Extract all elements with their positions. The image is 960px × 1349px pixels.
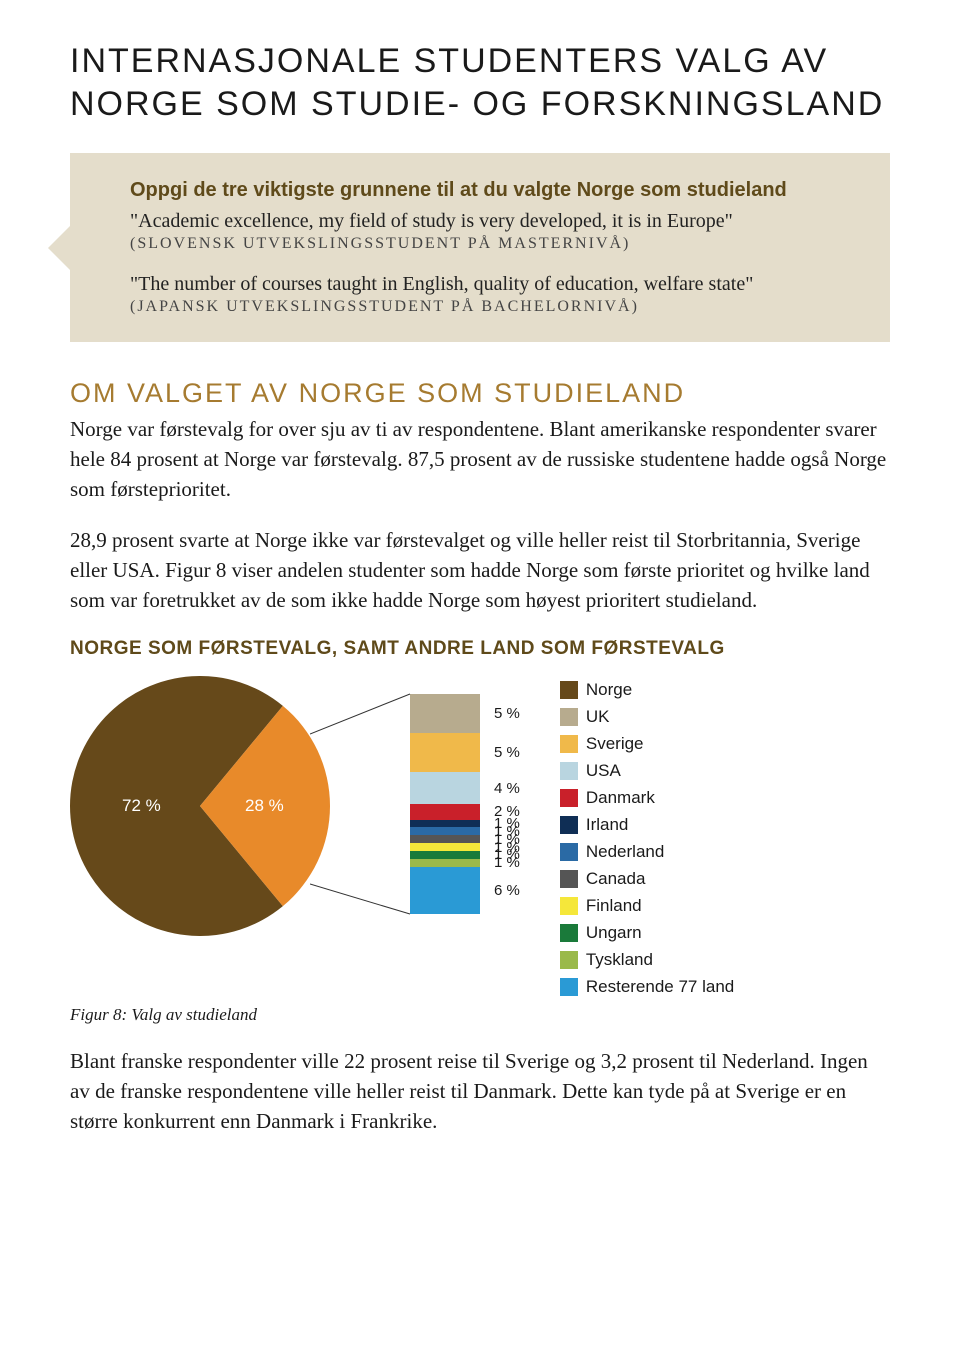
- legend-item: Canada: [560, 869, 734, 889]
- section-heading: OM VALGET AV NORGE SOM STUDIELAND: [70, 378, 890, 409]
- stacked-bar-labels: 5 %5 %4 %2 %1 %1 %1 %1 %1 %1 %6 %: [494, 694, 520, 914]
- legend-label: Finland: [586, 896, 642, 916]
- stack-segment-label: 5 %: [494, 733, 520, 772]
- legend-label: Ungarn: [586, 923, 642, 943]
- legend-item: Norge: [560, 680, 734, 700]
- quote1-text: "Academic excellence, my field of study …: [130, 208, 856, 235]
- legend-item: Sverige: [560, 734, 734, 754]
- legend-swatch: [560, 816, 578, 834]
- stack-segment: [410, 867, 480, 914]
- pie-label-72: 72 %: [122, 796, 161, 816]
- stacked-bar: [410, 694, 480, 914]
- stack-segment: [410, 851, 480, 859]
- legend-swatch: [560, 789, 578, 807]
- breakdown-column: 5 %5 %4 %2 %1 %1 %1 %1 %1 %1 %6 %: [410, 676, 520, 914]
- legend-label: Nederland: [586, 842, 664, 862]
- body-para-2: 28,9 prosent svarte at Norge ikke var fø…: [70, 526, 890, 615]
- legend-swatch: [560, 735, 578, 753]
- stack-segment: [410, 859, 480, 867]
- stack-segment-label: 4 %: [494, 772, 520, 803]
- stack-segment: [410, 843, 480, 851]
- chart-area: 72 % 28 % 5 %5 %4 %2 %1 %1 %1 %1 %1 %1 %…: [70, 676, 890, 997]
- legend-item: Nederland: [560, 842, 734, 862]
- legend-item: Resterende 77 land: [560, 977, 734, 997]
- legend-swatch: [560, 951, 578, 969]
- stack-segment: [410, 827, 480, 835]
- stack-segment-label: 1 %: [494, 859, 520, 867]
- legend-swatch: [560, 681, 578, 699]
- stack-segment: [410, 820, 480, 828]
- legend-item: Ungarn: [560, 923, 734, 943]
- legend-item: Tyskland: [560, 950, 734, 970]
- figure-caption: Figur 8: Valg av studieland: [70, 1005, 890, 1025]
- stack-segment-label: 6 %: [494, 867, 520, 914]
- quote2-text: "The number of courses taught in English…: [130, 271, 856, 298]
- quote-prompt: Oppgi de tre viktigste grunnene til at d…: [130, 179, 856, 202]
- quote-box: Oppgi de tre viktigste grunnene til at d…: [70, 153, 890, 342]
- legend: Norge UK Sverige USA Danmark Irland Nederland C…: [560, 676, 734, 997]
- stack-segment-label: 5 %: [494, 694, 520, 733]
- stack-segment: [410, 694, 480, 733]
- legend-swatch: [560, 708, 578, 726]
- legend-item: USA: [560, 761, 734, 781]
- legend-swatch: [560, 897, 578, 915]
- legend-label: Irland: [586, 815, 629, 835]
- pie-chart: 72 % 28 %: [70, 676, 330, 936]
- legend-swatch: [560, 924, 578, 942]
- body-para-1: Norge var førstevalg for over sju av ti …: [70, 415, 890, 504]
- legend-swatch: [560, 870, 578, 888]
- stack-segment: [410, 733, 480, 772]
- closing-para: Blant franske respondenter ville 22 pros…: [70, 1047, 890, 1136]
- pie-label-28: 28 %: [245, 796, 284, 816]
- legend-label: Norge: [586, 680, 632, 700]
- quote1-attr: (SLOVENSK UTVEKSLINGSSTUDENT PÅ MASTERNI…: [130, 235, 856, 253]
- legend-item: Finland: [560, 896, 734, 916]
- legend-item: UK: [560, 707, 734, 727]
- stack-segment: [410, 772, 480, 803]
- chart-heading: NORGE SOM FØRSTEVALG, SAMT ANDRE LAND SO…: [70, 638, 890, 660]
- legend-swatch: [560, 762, 578, 780]
- page-title: INTERNASJONALE STUDENTERS VALG AV NORGE …: [70, 40, 890, 125]
- legend-swatch: [560, 843, 578, 861]
- legend-label: Sverige: [586, 734, 644, 754]
- legend-label: Resterende 77 land: [586, 977, 734, 997]
- quote2-attr: (JAPANSK UTVEKSLINGSSTUDENT PÅ BACHELORN…: [130, 298, 856, 316]
- stack-segment: [410, 804, 480, 820]
- legend-item: Danmark: [560, 788, 734, 808]
- legend-label: UK: [586, 707, 610, 727]
- legend-label: USA: [586, 761, 621, 781]
- legend-label: Danmark: [586, 788, 655, 808]
- legend-item: Irland: [560, 815, 734, 835]
- legend-label: Canada: [586, 869, 646, 889]
- legend-label: Tyskland: [586, 950, 653, 970]
- legend-swatch: [560, 978, 578, 996]
- stack-segment: [410, 835, 480, 843]
